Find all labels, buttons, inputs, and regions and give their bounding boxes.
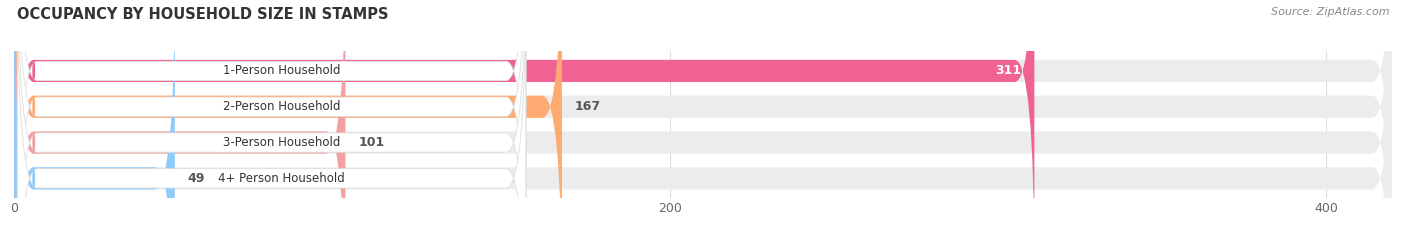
Circle shape bbox=[32, 63, 35, 79]
Text: 2-Person Household: 2-Person Household bbox=[222, 100, 340, 113]
FancyBboxPatch shape bbox=[14, 0, 562, 233]
Text: 3-Person Household: 3-Person Household bbox=[222, 136, 340, 149]
FancyBboxPatch shape bbox=[14, 0, 1392, 233]
Circle shape bbox=[32, 135, 35, 151]
FancyBboxPatch shape bbox=[17, 0, 526, 233]
Text: 49: 49 bbox=[188, 172, 205, 185]
FancyBboxPatch shape bbox=[17, 0, 526, 233]
FancyBboxPatch shape bbox=[14, 0, 1392, 233]
Text: 1-Person Household: 1-Person Household bbox=[222, 65, 340, 77]
Text: 4+ Person Household: 4+ Person Household bbox=[218, 172, 344, 185]
FancyBboxPatch shape bbox=[14, 0, 174, 233]
FancyBboxPatch shape bbox=[14, 0, 346, 233]
Text: Source: ZipAtlas.com: Source: ZipAtlas.com bbox=[1271, 7, 1389, 17]
Text: 311: 311 bbox=[995, 65, 1021, 77]
FancyBboxPatch shape bbox=[14, 0, 1392, 233]
Circle shape bbox=[32, 99, 35, 115]
FancyBboxPatch shape bbox=[17, 0, 526, 233]
FancyBboxPatch shape bbox=[14, 0, 1035, 233]
Text: 167: 167 bbox=[575, 100, 602, 113]
FancyBboxPatch shape bbox=[14, 0, 1392, 233]
Text: OCCUPANCY BY HOUSEHOLD SIZE IN STAMPS: OCCUPANCY BY HOUSEHOLD SIZE IN STAMPS bbox=[17, 7, 388, 22]
Text: 101: 101 bbox=[359, 136, 385, 149]
FancyBboxPatch shape bbox=[17, 0, 526, 233]
Circle shape bbox=[32, 170, 35, 186]
